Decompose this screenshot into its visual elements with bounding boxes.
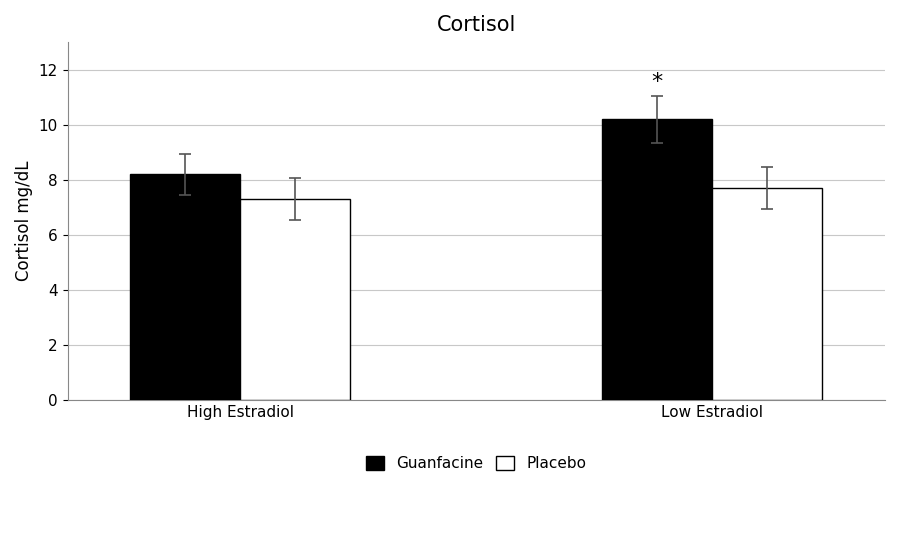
Bar xyxy=(130,174,240,400)
Y-axis label: Cortisol mg/dL: Cortisol mg/dL xyxy=(15,161,33,281)
Title: Cortisol: Cortisol xyxy=(436,15,516,35)
Legend: Guanfacine, Placebo: Guanfacine, Placebo xyxy=(366,456,587,471)
Bar xyxy=(240,199,350,400)
Bar xyxy=(712,188,822,400)
Bar xyxy=(602,119,712,400)
Text: *: * xyxy=(652,72,662,92)
